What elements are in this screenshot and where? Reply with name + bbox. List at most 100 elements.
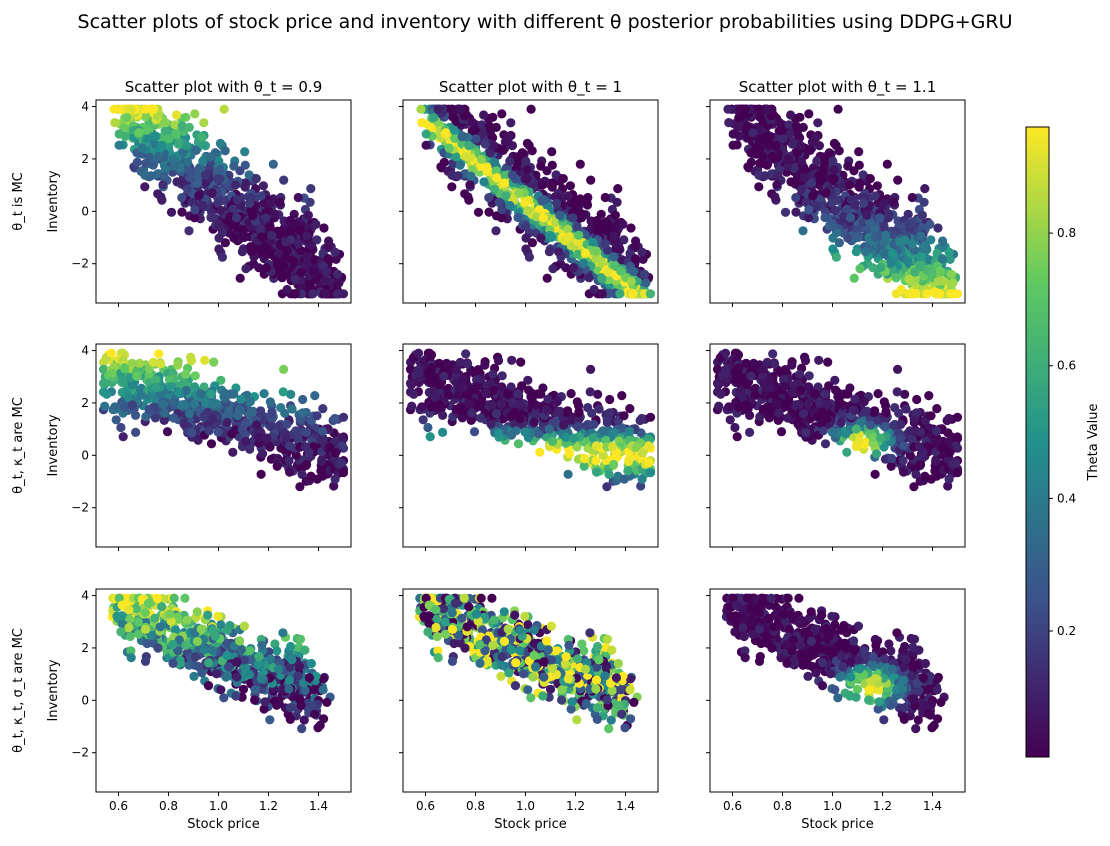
scatter-point bbox=[812, 156, 822, 166]
scatter-point bbox=[788, 388, 798, 398]
scatter-point bbox=[478, 129, 488, 139]
scatter-point bbox=[298, 408, 308, 418]
scatter-point bbox=[330, 413, 340, 424]
scatter-point bbox=[132, 157, 142, 167]
scatter-point bbox=[644, 434, 654, 444]
scatter-point bbox=[321, 266, 331, 276]
scatter-point bbox=[831, 252, 842, 262]
scatter-point bbox=[277, 273, 287, 283]
scatter-point bbox=[855, 436, 865, 446]
scatter-point bbox=[280, 408, 290, 418]
scatter-point bbox=[464, 140, 474, 151]
scatter-point bbox=[771, 399, 782, 409]
scatter-point bbox=[447, 182, 457, 192]
scatter-point bbox=[754, 104, 765, 114]
scatter-point bbox=[255, 407, 265, 417]
scatter-point bbox=[491, 165, 501, 176]
scatter-point bbox=[823, 357, 833, 367]
scatter-point bbox=[107, 368, 117, 378]
scatter-point bbox=[290, 289, 300, 299]
scatter-point bbox=[526, 104, 536, 114]
scatter-point bbox=[236, 394, 246, 404]
axes-frame bbox=[402, 99, 659, 304]
scatter-point bbox=[522, 165, 532, 175]
scatter-point bbox=[151, 375, 161, 385]
scatter-point bbox=[882, 159, 892, 169]
scatter-point bbox=[630, 254, 641, 264]
column-title: Scatter plot with θ_t = 1 bbox=[439, 78, 622, 97]
scatter-point bbox=[775, 118, 785, 128]
scatter-point bbox=[265, 222, 275, 232]
scatter-point bbox=[612, 197, 622, 207]
scatter-point bbox=[338, 289, 349, 299]
scatter-point bbox=[828, 244, 838, 254]
scatter-point bbox=[757, 133, 767, 143]
scatter-point bbox=[770, 192, 780, 202]
scatter-point bbox=[589, 284, 599, 295]
scatter-point bbox=[204, 426, 214, 436]
scatter-point bbox=[485, 148, 495, 158]
scatter-point bbox=[505, 200, 515, 211]
scatter-point bbox=[933, 276, 943, 286]
scatter-point bbox=[505, 156, 515, 166]
scatter-point bbox=[589, 419, 599, 429]
scatter-point bbox=[426, 123, 436, 133]
scatter-point bbox=[623, 466, 633, 476]
scatter-point bbox=[875, 213, 885, 223]
scatter-point bbox=[843, 233, 853, 243]
scatter-point bbox=[896, 419, 906, 429]
scatter-point bbox=[609, 252, 619, 262]
scatter-point bbox=[766, 111, 777, 121]
scatter-point bbox=[523, 205, 533, 216]
scatter-point bbox=[854, 147, 864, 157]
scatter-point bbox=[758, 364, 768, 374]
scatter-point bbox=[426, 402, 436, 412]
scatter-point bbox=[798, 409, 809, 419]
scatter-point bbox=[184, 165, 194, 176]
scatter-point bbox=[645, 468, 656, 478]
scatter-point bbox=[564, 232, 574, 242]
scatter-point bbox=[951, 458, 961, 468]
scatter-point bbox=[547, 232, 557, 242]
scatter-point bbox=[952, 289, 963, 299]
scatter-point bbox=[191, 145, 201, 155]
scatter-point bbox=[783, 413, 793, 423]
scatter-point bbox=[889, 197, 899, 207]
scatter-point bbox=[472, 375, 482, 385]
scatter-point bbox=[172, 110, 182, 120]
scatter-point bbox=[330, 247, 340, 257]
scatter-point bbox=[905, 450, 915, 460]
scatter-point bbox=[287, 404, 297, 414]
scatter-point bbox=[535, 447, 545, 457]
scatter-point bbox=[895, 433, 905, 443]
scatter-point bbox=[160, 126, 170, 136]
scatter-point bbox=[201, 397, 211, 407]
scatter-point bbox=[459, 111, 470, 121]
scatter-point bbox=[791, 121, 801, 131]
scatter-point bbox=[594, 404, 604, 414]
scatter-point bbox=[597, 274, 607, 284]
scatter-point bbox=[457, 413, 467, 423]
scatter-point bbox=[300, 442, 311, 452]
scatter-point bbox=[738, 393, 748, 403]
scatter-point bbox=[645, 412, 656, 422]
scatter-point bbox=[807, 170, 817, 180]
scatter-point bbox=[266, 249, 276, 259]
scatter-point bbox=[289, 256, 299, 266]
axes-frame bbox=[95, 343, 352, 548]
scatter-point bbox=[779, 382, 790, 392]
scatter-point bbox=[829, 165, 839, 175]
scatter-point bbox=[196, 389, 206, 399]
scatter-point bbox=[423, 422, 433, 433]
scatter-point bbox=[293, 192, 303, 203]
scatter-point bbox=[925, 219, 935, 229]
scatter-point bbox=[515, 399, 525, 409]
scatter-point bbox=[282, 419, 292, 429]
scatter-point bbox=[872, 449, 882, 459]
scatter-point bbox=[238, 684, 249, 694]
scatter-point bbox=[150, 402, 160, 412]
scatter-point bbox=[523, 375, 533, 385]
scatter-point bbox=[610, 210, 621, 220]
scatter-point bbox=[116, 422, 126, 433]
